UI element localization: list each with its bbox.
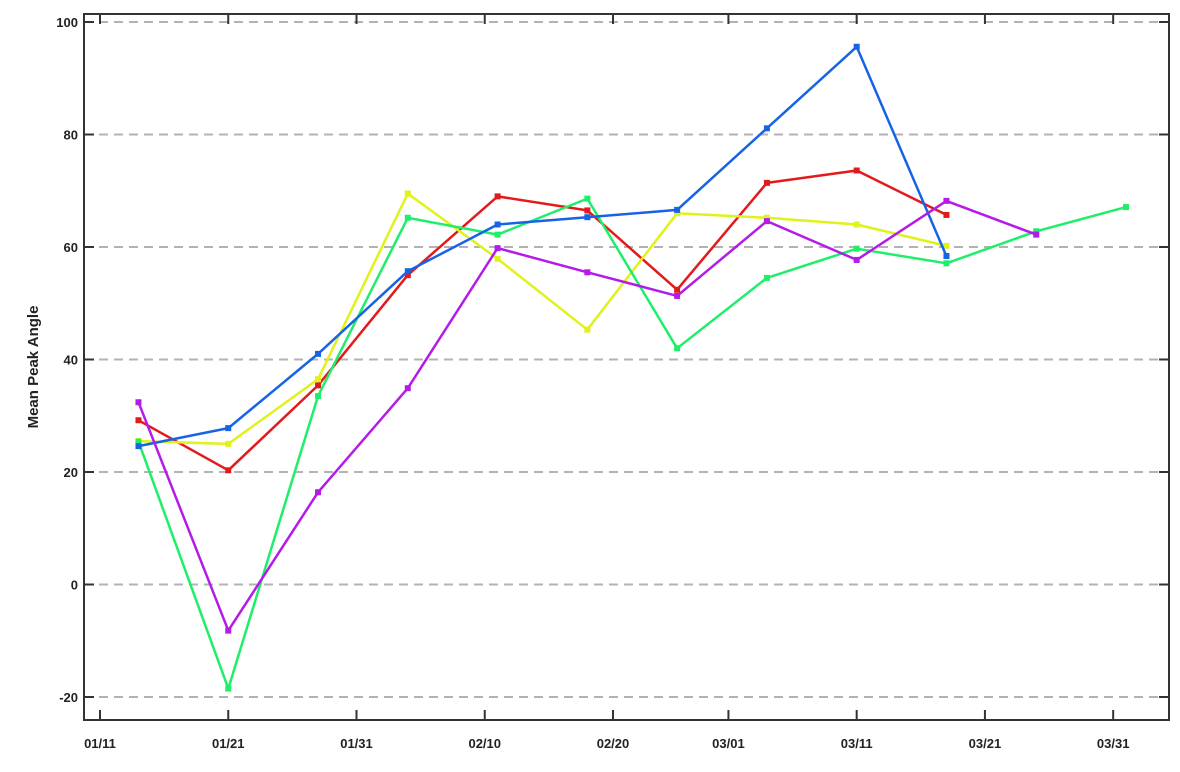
data-point <box>853 245 860 252</box>
series-5 <box>135 197 1040 634</box>
x-tick-label: 01/31 <box>340 736 373 751</box>
y-tick-label: 0 <box>71 578 78 593</box>
data-point <box>763 214 770 221</box>
data-point <box>315 393 322 400</box>
y-axis-title: Mean Peak Angle <box>25 306 42 429</box>
y-tick-label: 20 <box>64 465 78 480</box>
y-tick-label: 80 <box>64 128 78 143</box>
data-point <box>404 268 411 275</box>
data-point <box>225 440 232 447</box>
data-point <box>404 385 411 392</box>
grid-lines <box>84 21 1169 698</box>
y-tick-label: 40 <box>64 353 78 368</box>
series-line <box>137 197 1127 690</box>
data-point <box>763 218 770 225</box>
x-tick-label: 01/11 <box>84 736 116 751</box>
data-point <box>674 286 681 293</box>
series-4 <box>135 43 950 450</box>
y-tick-label: 60 <box>64 240 78 255</box>
x-axis: 01/11 01/21 01/31 02/10 02/20 03/01 03/11 03/21… <box>84 14 1129 751</box>
data-point <box>853 167 860 174</box>
x-tick-label: 02/10 <box>468 736 501 751</box>
data-point <box>135 443 142 450</box>
plot-frame <box>83 13 1170 721</box>
data-point <box>404 190 411 197</box>
data-point <box>763 179 770 186</box>
data-point <box>315 382 322 389</box>
data-point <box>494 193 501 200</box>
series-lines <box>135 43 1129 692</box>
series-line <box>138 45 948 448</box>
x-tick-label: 03/01 <box>712 736 745 751</box>
data-point <box>674 206 681 213</box>
data-point <box>315 350 322 357</box>
data-point <box>584 195 591 202</box>
data-point <box>494 255 501 262</box>
data-point <box>943 253 950 259</box>
data-point <box>225 425 232 432</box>
data-point <box>763 125 770 132</box>
data-point <box>315 376 322 383</box>
data-point <box>584 207 591 214</box>
data-point <box>1033 231 1040 238</box>
data-point <box>853 43 860 50</box>
x-tick-label: 01/21 <box>212 736 245 751</box>
data-point <box>584 326 591 333</box>
data-point <box>404 214 411 221</box>
data-point <box>225 627 232 634</box>
data-point <box>494 245 501 252</box>
data-point <box>853 221 860 228</box>
x-tick-label: 03/21 <box>969 736 1002 751</box>
data-point <box>135 399 142 406</box>
series-1 <box>135 167 950 474</box>
data-point <box>674 210 681 217</box>
data-point <box>1123 204 1129 211</box>
y-axis: -20 0 20 40 60 80 100 <box>56 15 1169 705</box>
data-point <box>315 489 322 496</box>
data-point <box>494 221 501 228</box>
series-3 <box>135 195 1129 692</box>
data-point <box>494 231 501 238</box>
data-point <box>674 345 681 352</box>
data-point <box>943 211 950 218</box>
data-point <box>943 260 950 267</box>
data-point <box>225 467 232 474</box>
y-tick-label: -20 <box>59 690 78 705</box>
x-tick-label: 03/11 <box>841 736 873 751</box>
data-point <box>584 269 591 276</box>
data-point <box>135 438 142 445</box>
data-point <box>674 292 681 299</box>
data-point <box>584 214 591 221</box>
data-point <box>404 272 411 279</box>
data-point <box>943 242 950 249</box>
data-point <box>135 417 142 424</box>
x-tick-label: 02/20 <box>597 736 630 751</box>
data-point <box>225 685 232 692</box>
series-line <box>138 192 947 446</box>
x-tick-label: 03/31 <box>1097 736 1130 751</box>
data-point <box>1033 228 1040 235</box>
data-point <box>853 256 860 263</box>
data-point <box>943 197 950 204</box>
series-line <box>137 169 947 472</box>
y-tick-label: 100 <box>56 15 78 30</box>
data-point <box>763 274 770 281</box>
